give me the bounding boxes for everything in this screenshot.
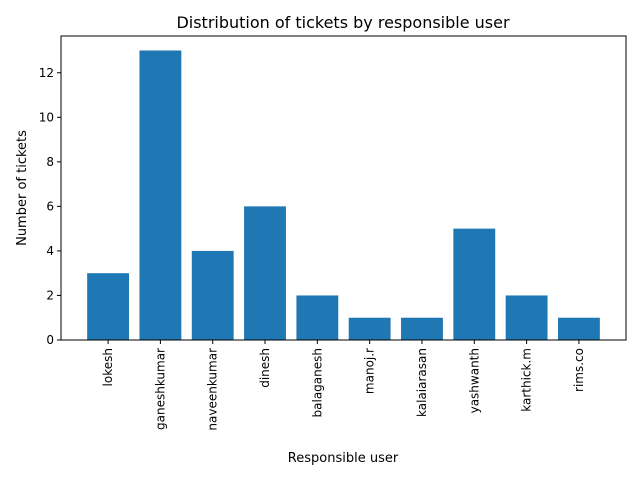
bar-balaganesh — [296, 295, 339, 340]
y-tick-label: 12 — [39, 66, 54, 80]
bars-group — [87, 50, 600, 340]
y-tick-label: 4 — [46, 244, 54, 258]
x-tick-label: lokesh — [101, 348, 115, 386]
x-axis-label: Responsible user — [288, 451, 399, 466]
x-tick-label: naveenkumar — [206, 348, 220, 431]
x-tick-label: kalaiarasan — [415, 348, 429, 417]
x-tick-label: rims.co — [572, 348, 586, 392]
y-tick-label: 6 — [46, 199, 54, 213]
y-tick-label: 10 — [39, 110, 54, 124]
x-tick-label: ganeshkumar — [153, 348, 167, 430]
bar-karthick.m — [505, 295, 548, 340]
bar-manoj.r — [348, 317, 391, 340]
x-tick-label: balaganesh — [310, 348, 324, 417]
y-tick-label: 8 — [46, 155, 54, 169]
bar-naveenkumar — [191, 250, 234, 340]
y-tick-label: 0 — [46, 333, 54, 347]
y-axis-ticks: 0 2 4 6 8 10 12 — [39, 66, 61, 347]
bar-dinesh — [244, 206, 286, 340]
bar-ganeshkumar — [139, 50, 182, 340]
x-tick-label: manoj.r — [363, 348, 377, 394]
plot-area-frame — [60, 35, 627, 341]
x-tick-label: yashwanth — [467, 348, 481, 413]
bar-kalaiarasan — [401, 317, 443, 340]
chart-title: Distribution of tickets by responsible u… — [176, 13, 510, 32]
x-tick-label: dinesh — [258, 348, 272, 388]
bar-lokesh — [87, 273, 130, 340]
y-axis-label: Number of tickets — [15, 130, 30, 246]
x-tick-label: karthick.m — [520, 348, 534, 412]
bar-yashwanth — [453, 228, 496, 340]
bar-rims.co — [557, 317, 600, 340]
x-axis-ticks: lokesh ganeshkumar naveenkumar dinesh balaga… — [101, 340, 586, 431]
y-tick-label: 2 — [46, 288, 54, 302]
